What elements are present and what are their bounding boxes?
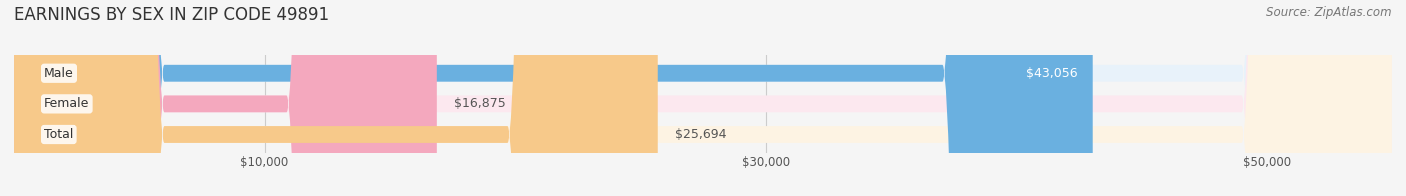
Text: Total: Total <box>44 128 73 141</box>
Text: EARNINGS BY SEX IN ZIP CODE 49891: EARNINGS BY SEX IN ZIP CODE 49891 <box>14 6 329 24</box>
FancyBboxPatch shape <box>14 0 1392 196</box>
Text: Male: Male <box>44 67 75 80</box>
Text: $43,056: $43,056 <box>1026 67 1077 80</box>
FancyBboxPatch shape <box>14 0 437 196</box>
FancyBboxPatch shape <box>14 0 1092 196</box>
Text: Source: ZipAtlas.com: Source: ZipAtlas.com <box>1267 6 1392 19</box>
FancyBboxPatch shape <box>14 0 658 196</box>
FancyBboxPatch shape <box>14 0 1392 196</box>
FancyBboxPatch shape <box>14 0 1392 196</box>
Text: Female: Female <box>44 97 90 110</box>
Text: $25,694: $25,694 <box>675 128 727 141</box>
Text: $16,875: $16,875 <box>454 97 506 110</box>
